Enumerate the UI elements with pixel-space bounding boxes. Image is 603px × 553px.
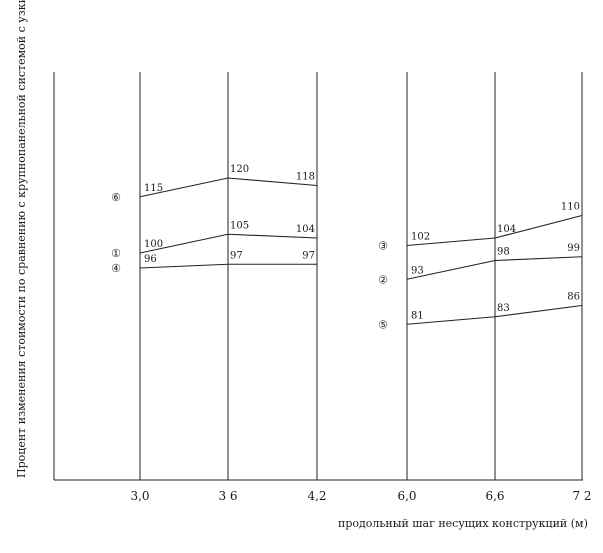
series-line-1-1 (406, 256, 583, 280)
data-label: 110 (561, 202, 580, 213)
data-label: 86 (567, 292, 580, 303)
series-marker-label: ③ (378, 240, 388, 253)
data-label: 115 (144, 183, 163, 194)
data-label: 118 (296, 172, 315, 183)
x-tick-label: 6,0 (397, 489, 416, 503)
data-label: 97 (302, 250, 315, 261)
series-marker-label: ② (378, 273, 388, 286)
data-label: 98 (497, 247, 510, 258)
x-tick-label: 6,6 (485, 489, 504, 503)
series-line-1-2 (406, 304, 583, 325)
label-layer: 3,0 3 6 4,2 6,0 6,6 7 2 115 120 118 ⑥ 100 105 104 ① 96… (111, 164, 591, 503)
data-label: 83 (497, 303, 510, 314)
y-axis-title: Процент изменения стоимости по сравнению… (15, 0, 28, 478)
x-tick-label: 7 2 (572, 489, 591, 503)
series-line-0-0 (139, 177, 318, 198)
x-tick-label: 3 6 (218, 489, 237, 503)
data-label: 104 (497, 224, 516, 235)
data-label: 81 (411, 310, 424, 321)
series-line-1-0 (406, 214, 583, 247)
grid-layer (53, 72, 583, 481)
series-layer (139, 177, 583, 325)
data-label: 99 (567, 243, 580, 254)
data-label: 105 (230, 220, 249, 231)
data-label: 102 (411, 232, 430, 243)
data-label: 96 (144, 254, 157, 265)
data-label: 93 (411, 265, 424, 276)
data-label: 97 (230, 250, 243, 261)
series-line-0-1 (139, 233, 318, 254)
x-tick-label: 4,2 (307, 489, 326, 503)
data-label: 120 (230, 164, 249, 175)
series-line-0-2 (139, 263, 317, 269)
x-tick-label: 3,0 (130, 489, 149, 503)
series-marker-label: ⑤ (378, 318, 388, 331)
data-label: 104 (296, 224, 315, 235)
series-marker-label: ① (111, 247, 121, 260)
x-axis-title: продольный шаг несущих конструкций (м) (338, 517, 588, 530)
series-marker-label: ④ (111, 262, 121, 275)
data-label: 100 (144, 239, 163, 250)
series-marker-label: ⑥ (111, 191, 121, 204)
